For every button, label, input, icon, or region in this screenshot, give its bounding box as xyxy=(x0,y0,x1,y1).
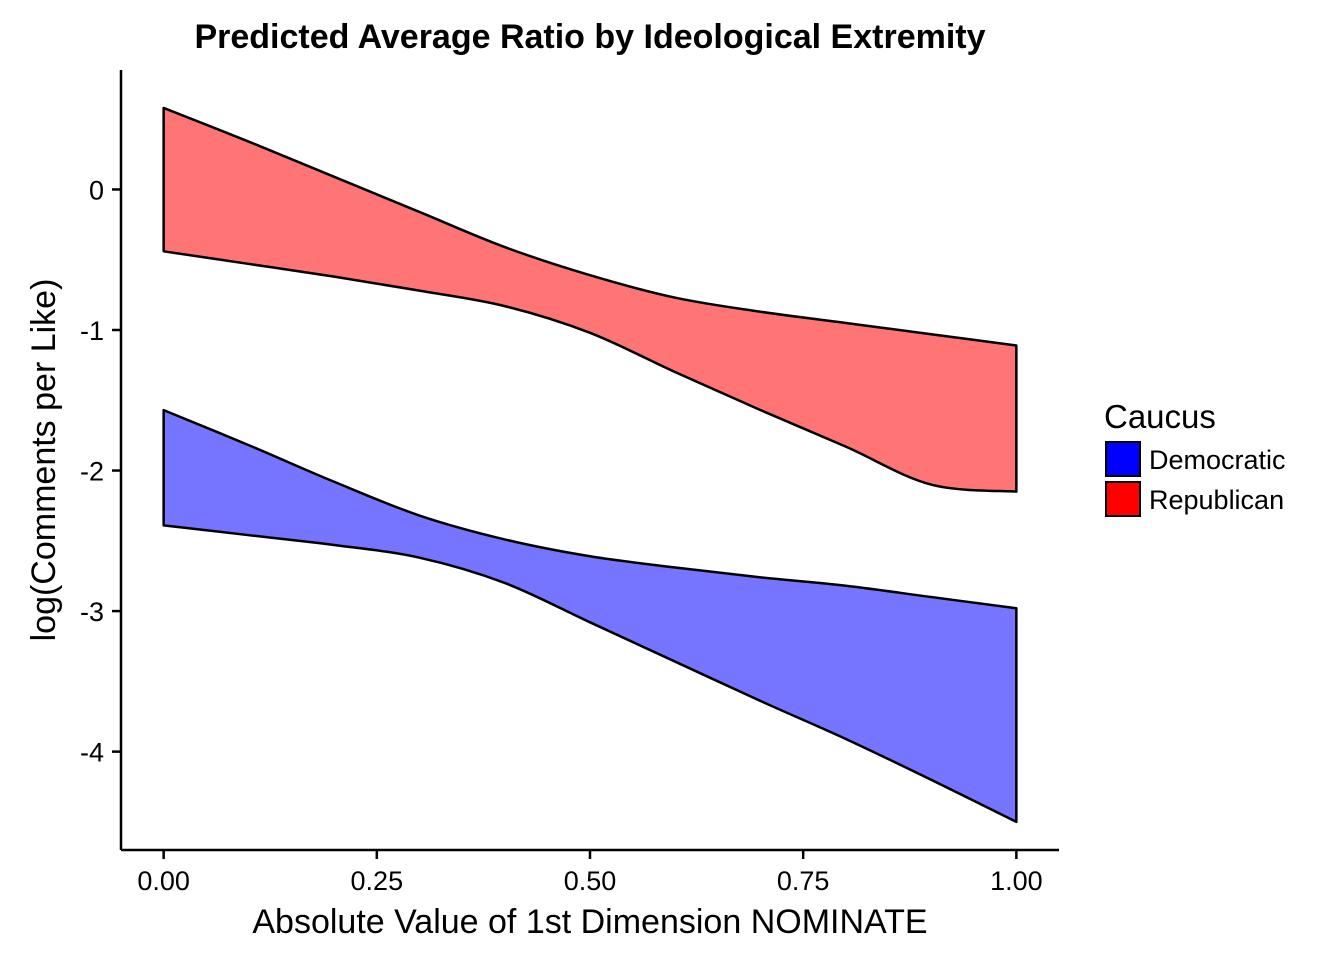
legend-key-democratic xyxy=(1105,441,1141,477)
x-axis-title: Absolute Value of 1st Dimension NOMINATE xyxy=(252,903,927,941)
legend-label-republican: Republican xyxy=(1149,485,1284,515)
x-tick-label: 0.50 xyxy=(564,866,617,896)
legend-title: Caucus xyxy=(1104,398,1216,435)
x-tick-label: 1.00 xyxy=(990,866,1043,896)
y-axis-title: log(Comments per Like) xyxy=(25,279,63,642)
y-tick-label: -3 xyxy=(80,597,104,627)
x-tick-label: 0.25 xyxy=(351,866,404,896)
ribbon-layer xyxy=(162,106,1018,824)
y-tick-label: -2 xyxy=(80,457,104,487)
ribbon-republican xyxy=(162,106,1018,493)
y-tick-label: -4 xyxy=(80,738,104,768)
x-tick-label: 0.75 xyxy=(777,866,830,896)
x-ticks: 0.00 0.25 0.50 0.75 1.00 xyxy=(137,850,1043,896)
x-tick-label: 0.00 xyxy=(137,866,190,896)
y-tick-label: -1 xyxy=(80,316,104,346)
legend-key-republican xyxy=(1105,481,1141,517)
ribbon-democratic xyxy=(162,408,1018,824)
y-tick-label: 0 xyxy=(89,175,104,205)
chart-title: Predicted Average Ratio by Ideological E… xyxy=(194,18,985,56)
y-ticks: 0 -1 -2 -3 -4 xyxy=(80,175,121,768)
legend: Caucus Democratic Republican xyxy=(1104,398,1286,517)
legend-label-democratic: Democratic xyxy=(1149,445,1286,475)
